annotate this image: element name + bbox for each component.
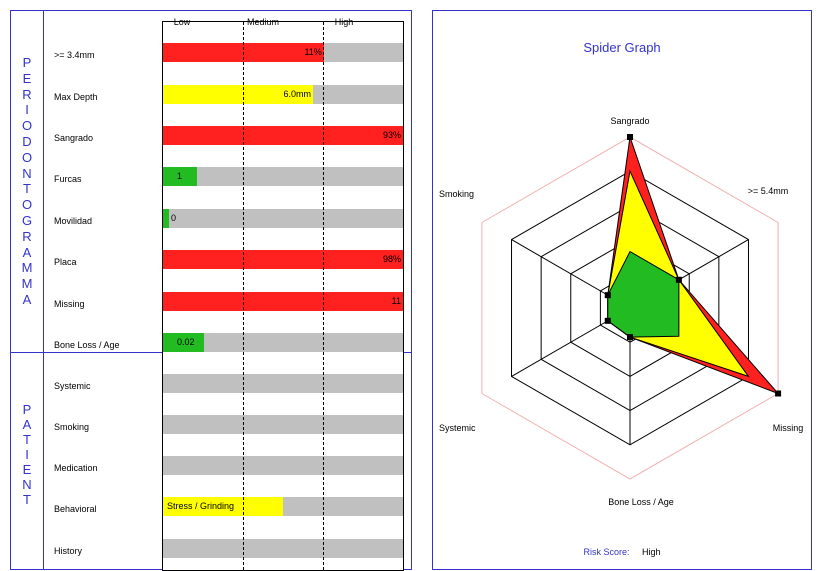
bar-value-label: Stress / Grinding xyxy=(167,501,235,511)
bar-value-label: 98% xyxy=(382,254,401,264)
bar-value-label: 6.0mm xyxy=(283,89,311,99)
bar-fill-green xyxy=(163,333,204,352)
spider-data-point xyxy=(775,390,782,397)
spider-axis-label: Missing xyxy=(773,423,804,433)
row-label: Bone Loss / Age xyxy=(54,340,120,350)
bar-track: 11 xyxy=(163,292,403,311)
bar-value-label: 0 xyxy=(171,213,177,223)
section-letter: A xyxy=(22,244,32,260)
section-letter: M xyxy=(21,276,33,292)
bar-track: Stress / Grinding xyxy=(163,497,403,516)
spider-axis-label: Systemic xyxy=(439,423,476,433)
level-divider-line xyxy=(323,22,324,570)
section-letter: T xyxy=(23,492,31,507)
row-label: Max Depth xyxy=(54,92,98,102)
spider-axis-label: Sangrado xyxy=(610,116,649,126)
spider-axis-label: Smoking xyxy=(439,189,474,199)
section-letter: P xyxy=(22,55,32,70)
bar-track xyxy=(163,415,403,434)
level-header-low: Low xyxy=(173,17,191,27)
level-divider-line xyxy=(243,22,244,570)
section-letter: D xyxy=(22,133,32,149)
bar-track: 98% xyxy=(163,250,403,269)
section-divider-vertical xyxy=(43,11,44,569)
row-label: Behavioral xyxy=(54,504,97,514)
spider-axis-label: Bone Loss / Age xyxy=(608,497,674,507)
section-letter: N xyxy=(22,165,32,181)
section-letter: O xyxy=(21,149,33,165)
row-label: Missing xyxy=(54,299,85,309)
bar-value-label: 0.02 xyxy=(177,337,195,347)
section-letter: E xyxy=(22,70,32,86)
section-letter: A xyxy=(22,417,32,432)
section-letter: I xyxy=(25,102,29,118)
bar-fill-green xyxy=(163,209,169,228)
bar-fill-red xyxy=(163,126,403,145)
row-label: Medication xyxy=(54,463,98,473)
bar-value-label: 11 xyxy=(391,296,401,306)
bar-track: 0.02 xyxy=(163,333,403,352)
section-letter: T xyxy=(23,181,31,197)
spider-data-point xyxy=(604,317,611,324)
bar-value-label: 1 xyxy=(177,171,183,181)
bar-track: 93% xyxy=(163,126,403,145)
section-letter: R xyxy=(22,228,32,244)
section-letter: O xyxy=(21,118,33,134)
section-letter: N xyxy=(22,477,32,492)
section-letter: M xyxy=(21,260,33,276)
bar-value-label: 93% xyxy=(382,130,401,140)
bar-track: 6.0mm xyxy=(163,85,403,104)
bar-track xyxy=(163,456,403,475)
risk-score-value: High xyxy=(642,547,661,557)
risk-score: Risk Score: High xyxy=(433,547,811,557)
spider-graph-title: Spider Graph xyxy=(583,40,661,55)
section-letter: R xyxy=(22,86,32,102)
spider-data-point xyxy=(627,334,633,341)
row-label: Furcas xyxy=(54,174,82,184)
row-label: Movilidad xyxy=(54,216,93,226)
bar-fill-yellow xyxy=(163,85,313,104)
bar-value-label: 11% xyxy=(304,47,322,57)
bar-track: 11% xyxy=(163,43,403,62)
level-header-medium: Medium xyxy=(246,17,279,27)
risk-score-label: Risk Score: xyxy=(583,547,630,557)
spider-data-point xyxy=(604,292,611,299)
row-label: >= 3.4mm xyxy=(54,50,95,60)
bar-fill-green xyxy=(163,167,197,186)
section-letter: A xyxy=(22,291,32,307)
level-header-high: High xyxy=(334,17,354,27)
section-letter: T xyxy=(23,432,31,447)
risk-bar-chart: 11% 6.0mm 93% 1 0 98% 11 0.02 Stress / Grinding xyxy=(162,21,404,571)
bar-fill-yellow xyxy=(163,497,283,516)
spider-axis-label: >= 5.4mm xyxy=(748,186,789,196)
section-letter: G xyxy=(21,212,33,228)
spider-outer-boundary xyxy=(481,136,779,480)
row-label: Smoking xyxy=(54,422,90,432)
section-letter: P xyxy=(22,402,32,417)
spider-graph: Sangrado >= 5.4mm Missing Bone Loss / Age Sy… xyxy=(439,116,804,507)
section-letter: I xyxy=(25,447,29,462)
row-label: Placa xyxy=(54,257,77,267)
section-letter: E xyxy=(22,462,32,477)
spider-graph-panel: Spider Graph Sangrado >= 5.4mm Missing Bone… xyxy=(432,10,812,570)
bar-track xyxy=(163,539,403,558)
bar-track: 1 xyxy=(163,167,403,186)
bar-fill-red xyxy=(163,250,403,269)
section-letter: O xyxy=(21,197,33,213)
spider-data-point xyxy=(675,276,682,283)
bar-track: 0 xyxy=(163,209,403,228)
spider-data-point xyxy=(627,134,633,140)
bar-fill-red xyxy=(163,292,403,311)
bar-track xyxy=(163,374,403,393)
row-label: Systemic xyxy=(54,381,91,391)
row-label: History xyxy=(54,546,83,556)
row-label: Sangrado xyxy=(54,133,94,143)
